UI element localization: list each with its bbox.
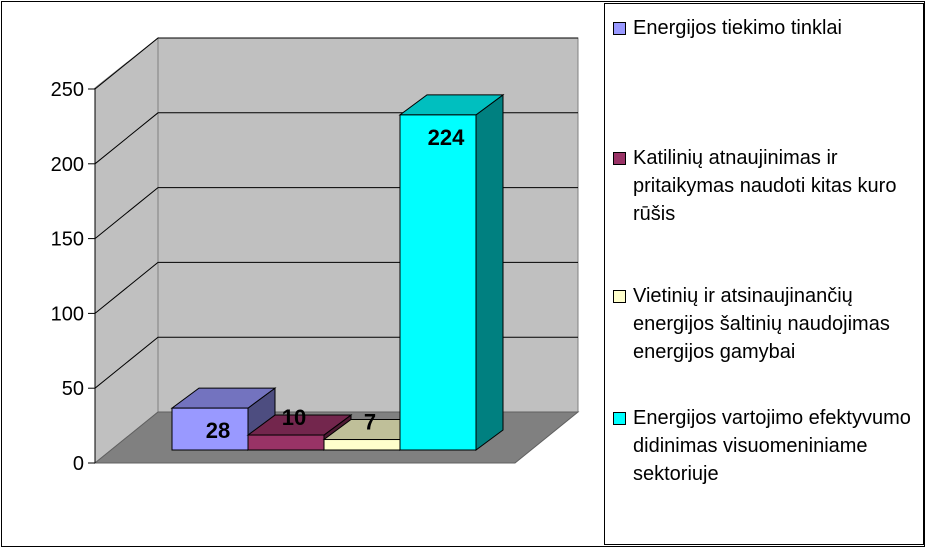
legend-label: Vietinių ir atsinaujinančių energijos ša… (633, 285, 890, 363)
y-tick-label: 200 (51, 154, 84, 176)
grid-line (94, 37, 578, 90)
data-label: 10 (282, 405, 306, 430)
bar-front (323, 439, 401, 451)
legend-swatch (613, 22, 626, 35)
bar-front (247, 434, 325, 451)
bar-side (475, 93, 504, 451)
legend-swatch (613, 290, 626, 303)
legend-label: Energijos tiekimo tinklai (633, 17, 842, 39)
y-tick-label: 0 (73, 453, 84, 475)
bar: 28 (170, 387, 277, 451)
data-label: 28 (206, 418, 230, 443)
legend-label: Katilinių atnaujinimas ir pritaikymas na… (633, 147, 897, 225)
bar: 224 (398, 93, 505, 451)
y-tick-label: 250 (51, 79, 84, 101)
legend-label: Energijos vartojimo efektyvumo didinimas… (633, 407, 911, 485)
legend-swatch (613, 152, 626, 165)
data-label: 7 (364, 410, 376, 435)
bar-front (399, 114, 477, 451)
bar-front (171, 407, 249, 451)
y-tick-label: 150 (51, 229, 84, 251)
y-tick-label: 50 (62, 378, 84, 400)
data-label: 224 (428, 125, 465, 150)
back-wall (157, 37, 579, 413)
side-wall (94, 36, 159, 465)
bars: 28 10 7 224 (170, 93, 505, 451)
legend: Energijos tiekimo tinklai Katilinių atnau… (604, 3, 924, 545)
y-tick-label: 100 (51, 303, 84, 325)
legend-swatch (613, 412, 626, 425)
